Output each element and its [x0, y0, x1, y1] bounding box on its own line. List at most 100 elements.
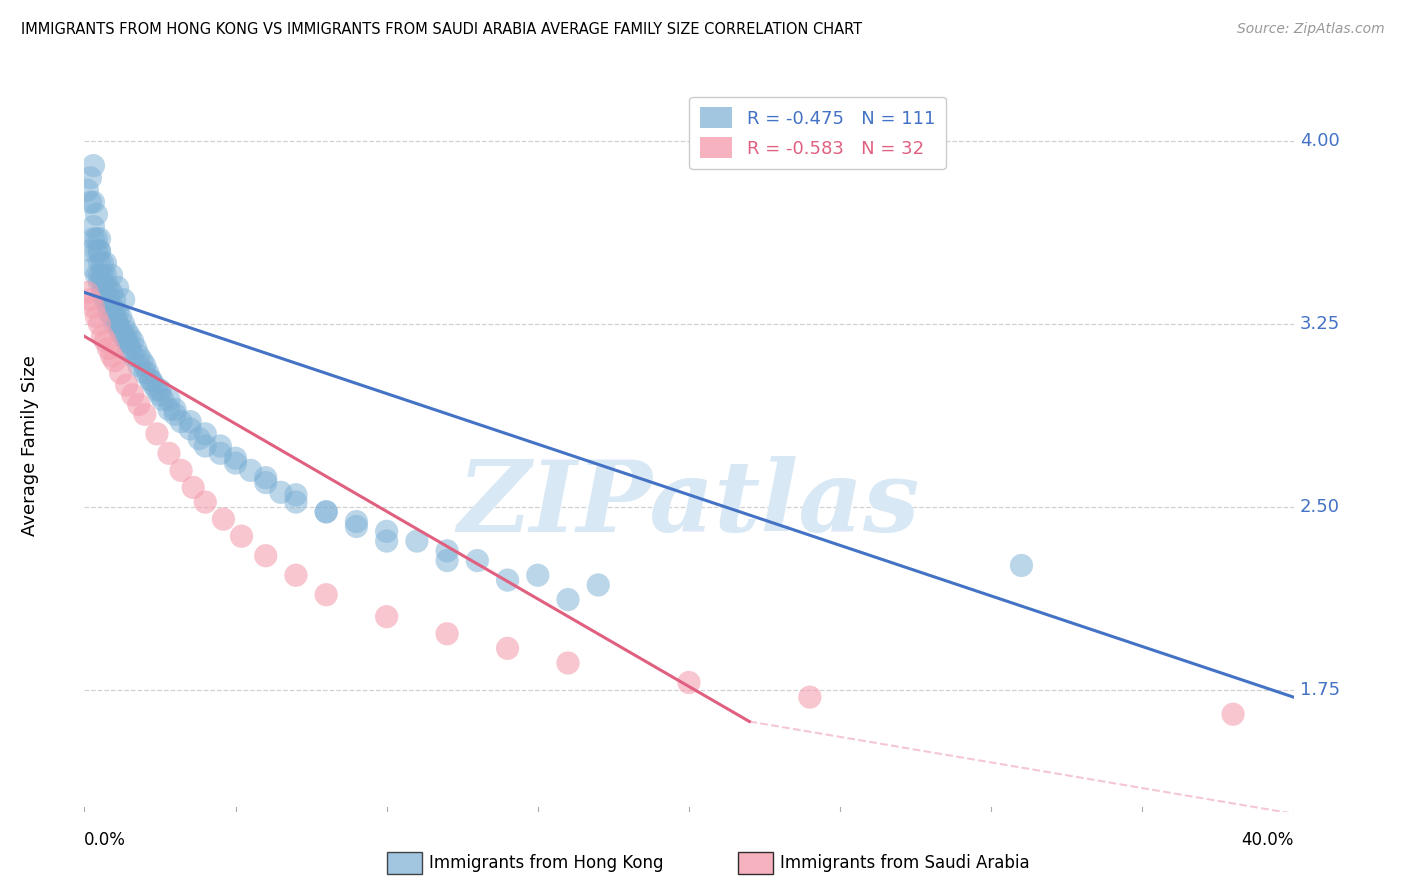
Point — [94, 293, 117, 307]
Point — [284, 495, 308, 509]
Point — [110, 325, 132, 339]
Point — [125, 342, 148, 356]
Text: IMMIGRANTS FROM HONG KONG VS IMMIGRANTS FROM SAUDI ARABIA AVERAGE FAMILY SIZE CO: IMMIGRANTS FROM HONG KONG VS IMMIGRANTS … — [21, 22, 862, 37]
Point — [436, 626, 458, 640]
Point — [89, 276, 111, 290]
Point — [89, 244, 111, 258]
Point — [97, 305, 120, 319]
Point — [121, 349, 143, 363]
Point — [94, 293, 117, 307]
Point — [91, 268, 114, 283]
Point — [194, 439, 217, 453]
Point — [82, 159, 104, 173]
Point — [86, 268, 108, 283]
Point — [104, 305, 127, 319]
Point — [100, 310, 122, 324]
Point — [79, 195, 101, 210]
Point — [94, 280, 117, 294]
Point — [100, 268, 122, 283]
Point — [91, 256, 114, 270]
Point — [79, 293, 101, 307]
Point — [76, 183, 98, 197]
Point — [121, 388, 143, 402]
Point — [104, 353, 127, 368]
Point — [100, 349, 122, 363]
Point — [134, 407, 156, 421]
Point — [107, 317, 129, 331]
Point — [194, 426, 217, 441]
Point — [146, 426, 169, 441]
Text: Source: ZipAtlas.com: Source: ZipAtlas.com — [1237, 22, 1385, 37]
Text: 4.00: 4.00 — [1299, 132, 1340, 150]
Point — [100, 305, 122, 319]
Point — [284, 568, 308, 582]
Point — [118, 342, 141, 356]
Point — [97, 300, 120, 314]
Point — [100, 285, 122, 300]
Point — [86, 310, 108, 324]
Point — [139, 373, 162, 387]
Point — [496, 573, 519, 587]
Point — [346, 515, 368, 529]
Point — [100, 300, 122, 314]
Point — [375, 524, 398, 539]
Point — [557, 656, 579, 670]
Point — [82, 232, 104, 246]
Point — [136, 366, 159, 380]
Point — [79, 170, 101, 185]
Point — [115, 325, 138, 339]
Point — [110, 310, 132, 324]
Point — [89, 232, 111, 246]
Point — [188, 432, 211, 446]
Point — [94, 256, 117, 270]
Point — [212, 512, 235, 526]
Point — [157, 392, 180, 407]
Point — [82, 260, 104, 275]
Point — [110, 366, 132, 380]
Point — [436, 544, 458, 558]
Point — [112, 329, 135, 343]
Point — [181, 480, 204, 494]
Point — [97, 280, 120, 294]
Point — [163, 407, 186, 421]
Text: 0.0%: 0.0% — [84, 831, 127, 849]
Point — [112, 293, 135, 307]
Point — [118, 342, 141, 356]
Point — [315, 505, 337, 519]
Point — [231, 529, 253, 543]
Point — [94, 334, 117, 348]
Point — [91, 329, 114, 343]
Point — [436, 553, 458, 567]
Point — [121, 334, 143, 348]
Point — [209, 439, 232, 453]
Point — [91, 285, 114, 300]
Point — [315, 588, 337, 602]
Point — [179, 422, 201, 436]
Point — [107, 280, 129, 294]
Point — [163, 402, 186, 417]
Point — [134, 359, 156, 373]
Point — [115, 334, 138, 348]
Point — [209, 446, 232, 460]
Point — [496, 641, 519, 656]
Point — [104, 317, 127, 331]
Point — [89, 317, 111, 331]
Point — [467, 553, 489, 567]
Text: Immigrants from Hong Kong: Immigrants from Hong Kong — [429, 855, 664, 872]
Text: Immigrants from Saudi Arabia: Immigrants from Saudi Arabia — [780, 855, 1031, 872]
Point — [315, 505, 337, 519]
Point — [97, 293, 120, 307]
Point — [149, 388, 172, 402]
Point — [678, 675, 700, 690]
Point — [179, 415, 201, 429]
Point — [112, 329, 135, 343]
Point — [91, 276, 114, 290]
Point — [97, 342, 120, 356]
Point — [194, 495, 217, 509]
Point — [157, 402, 180, 417]
Text: 40.0%: 40.0% — [1241, 831, 1294, 849]
Point — [225, 451, 247, 466]
Point — [134, 366, 156, 380]
Point — [89, 256, 111, 270]
Point — [139, 373, 162, 387]
